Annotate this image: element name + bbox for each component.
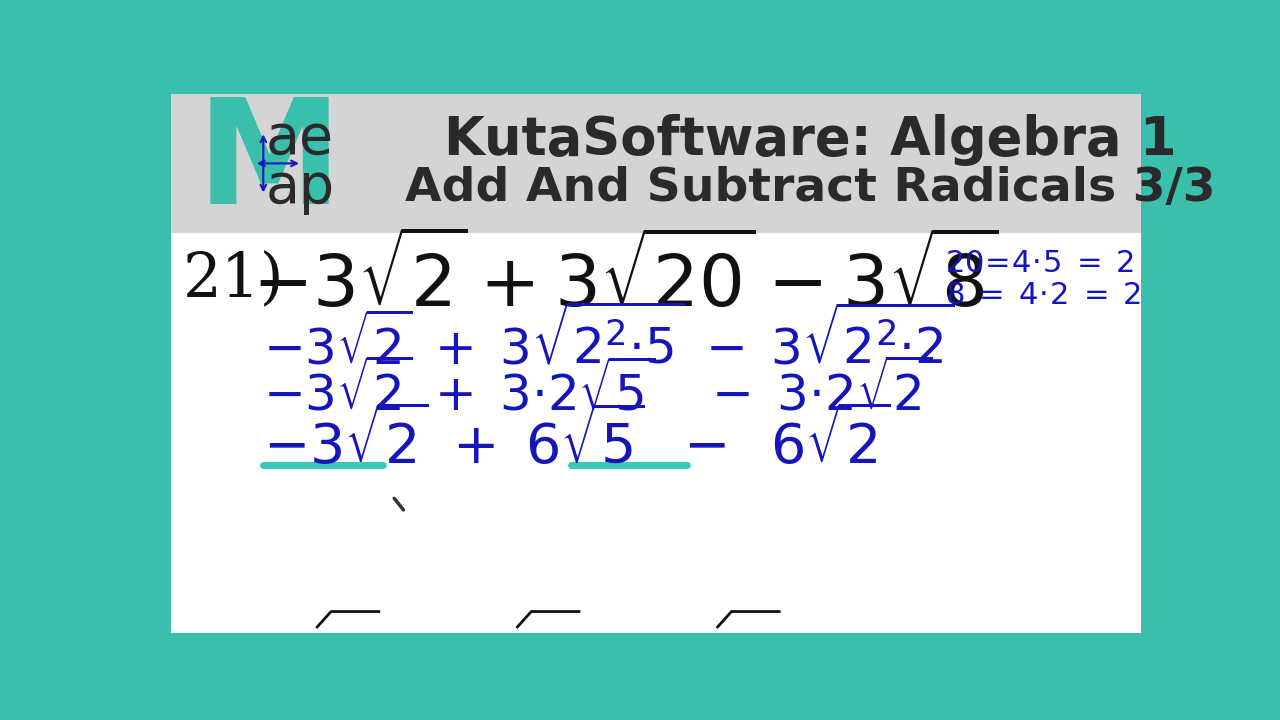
- Text: $-3\sqrt{2}\;+\;6\sqrt{5}\;\;-\;\;6\sqrt{2}$: $-3\sqrt{2}\;+\;6\sqrt{5}\;\;-\;\;6\sqrt…: [264, 408, 891, 476]
- Text: 21): 21): [183, 249, 284, 309]
- Text: $8\;=\;4\!\cdot\!2\;=\;2$: $8\;=\;4\!\cdot\!2\;=\;2$: [945, 282, 1140, 310]
- FancyBboxPatch shape: [172, 94, 1140, 633]
- FancyBboxPatch shape: [172, 233, 1140, 633]
- Text: $-3\sqrt{2}\;+\;3{\cdot}2\sqrt{5}\quad-\;3{\cdot}2\sqrt{2}$: $-3\sqrt{2}\;+\;3{\cdot}2\sqrt{5}\quad-\…: [264, 361, 933, 420]
- Text: ap: ap: [266, 161, 335, 215]
- Text: $-3\sqrt{2}\;+\;3\sqrt{2^{2}{\cdot}5}\;-\;3\sqrt{2^{2}{\cdot}2}$: $-3\sqrt{2}\;+\;3\sqrt{2^{2}{\cdot}5}\;-…: [264, 306, 955, 374]
- Text: M: M: [196, 93, 342, 234]
- Text: ae: ae: [266, 112, 334, 166]
- Text: Add And Subtract Radicals 3/3: Add And Subtract Radicals 3/3: [404, 166, 1215, 210]
- Text: KutaSoftware: Algebra 1: KutaSoftware: Algebra 1: [444, 114, 1176, 166]
- Text: $-3\sqrt{2}+3\sqrt{20}-3\sqrt{8}$: $-3\sqrt{2}+3\sqrt{20}-3\sqrt{8}$: [252, 235, 998, 323]
- Text: $20\!=\!4\!\cdot\!5\;=\;2$: $20\!=\!4\!\cdot\!5\;=\;2$: [945, 249, 1134, 278]
